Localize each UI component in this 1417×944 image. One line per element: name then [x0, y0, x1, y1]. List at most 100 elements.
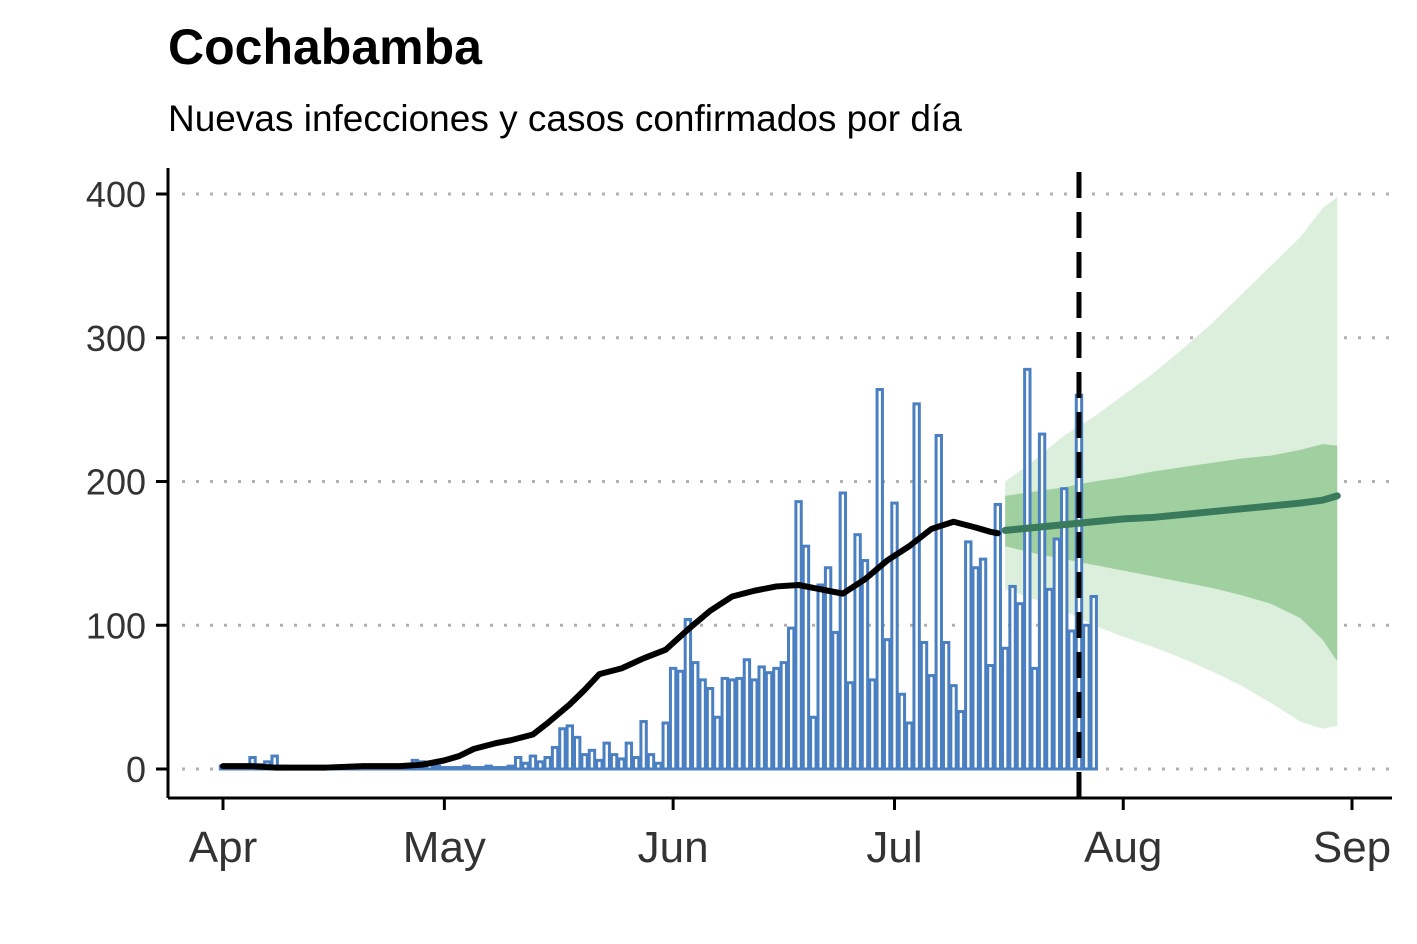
confirmed-case-bar — [934, 434, 943, 771]
confirmed-case-bar — [956, 710, 966, 771]
confirmed-case-bar — [668, 666, 678, 771]
x-tick-label: Jun — [638, 823, 709, 872]
confirmed-case-bar — [779, 661, 788, 771]
confirmed-case-bar — [1015, 602, 1025, 771]
confirmed-case-bar — [691, 661, 700, 771]
x-tick-label: Jul — [866, 823, 922, 872]
confirmed-case-bar — [499, 766, 508, 771]
forecast-inner-band — [1005, 444, 1338, 662]
infections-line — [220, 518, 1001, 771]
confirmed-case-bar — [558, 727, 567, 771]
confirmed-case-bar — [1023, 367, 1032, 771]
chart-title: Cochabamba — [168, 19, 482, 75]
confirmed-case-bar — [978, 557, 988, 771]
confirmed-case-bar — [1082, 623, 1091, 771]
confirmed-case-bar — [772, 666, 781, 771]
confirmed-case-bar — [816, 583, 825, 771]
y-axis-ticks: 0 100 200 300 400 — [86, 174, 168, 790]
confirmed-case-bar — [941, 641, 951, 771]
confirmed-case-bar — [639, 720, 648, 771]
confirmed-case-bar — [454, 766, 464, 771]
confirmed-case-bar — [573, 735, 582, 771]
x-axis-ticks: Apr May Jun Jul Aug Sep — [189, 798, 1391, 872]
confirmed-case-bar — [720, 676, 729, 771]
forecast-median-path — [1001, 492, 1341, 534]
confirmed-case-bar — [1067, 629, 1076, 771]
confirmed-case-bar — [632, 756, 641, 771]
confirmed-case-bar — [727, 678, 737, 771]
confirmed-case-bar — [757, 665, 766, 771]
x-tick-label: Aug — [1084, 823, 1162, 872]
confirmed-case-bar — [447, 766, 456, 771]
confirmed-case-bar — [654, 761, 663, 771]
confirmed-case-bar — [587, 748, 597, 771]
confirmed-case-bar — [462, 764, 471, 771]
x-tick-label: Apr — [189, 823, 257, 872]
confirmed-case-bar — [713, 715, 722, 771]
confirmed-case-bar — [617, 757, 626, 771]
confirmed-case-bar — [875, 388, 884, 771]
confirmed-case-bar — [469, 766, 479, 771]
confirmed-case-bar — [1008, 584, 1017, 771]
confirmed-case-bar — [742, 658, 752, 771]
confirmed-case-bar — [823, 566, 833, 771]
confirmed-case-bar — [698, 678, 707, 771]
confirmed-case-bar — [705, 687, 715, 771]
confirmed-case-bar — [609, 753, 619, 771]
infections-estimate-line — [220, 518, 1001, 771]
confirmed-case-bar — [801, 544, 811, 771]
confirmed-case-bar — [860, 559, 870, 771]
confirmed-cases-bars — [218, 367, 1098, 771]
confirmed-case-bar — [853, 533, 862, 771]
y-tick-label: 300 — [86, 318, 146, 359]
confirmed-case-bar — [971, 566, 980, 771]
confirmed-case-bar — [491, 766, 501, 771]
confirmed-case-bar — [831, 630, 840, 771]
confirmed-case-bar — [764, 671, 774, 771]
confirmed-case-bar — [521, 761, 530, 771]
confirmed-case-bar — [1045, 587, 1054, 771]
confirmed-case-bar — [905, 721, 914, 771]
confirmed-case-bar — [513, 756, 523, 771]
confirmed-case-bar — [927, 674, 936, 771]
y-tick-label: 0 — [126, 749, 146, 790]
confirmed-case-bar — [484, 764, 493, 771]
confirmed-case-bar — [919, 641, 929, 771]
confirmed-case-bar — [683, 618, 693, 771]
confirmed-case-bar — [1000, 646, 1010, 771]
confirmed-case-bar — [890, 501, 899, 771]
confirmed-case-bar — [1030, 666, 1039, 771]
confirmed-case-bar — [838, 491, 848, 771]
confirmed-case-bar — [1089, 595, 1098, 771]
confirmed-case-bar — [676, 669, 685, 771]
forecast-inner-band-area — [1005, 444, 1338, 662]
confirmed-case-bar — [897, 692, 907, 771]
confirmed-case-bar — [912, 402, 921, 771]
confirmed-case-bar — [543, 756, 552, 771]
confirmed-case-bar — [949, 684, 958, 771]
confirmed-case-bar — [993, 503, 1002, 771]
confirmed-case-bar — [595, 758, 604, 771]
confirmed-case-bar — [580, 753, 589, 771]
confirmed-case-bar — [536, 760, 545, 771]
confirmed-case-bar — [550, 745, 560, 771]
y-tick-label: 200 — [86, 462, 146, 503]
confirmed-case-bar — [1037, 432, 1047, 771]
confirmed-case-bar — [794, 500, 803, 771]
confirmed-case-bar — [661, 721, 670, 771]
confirmed-case-bar — [440, 766, 449, 771]
confirmed-case-bar — [528, 754, 538, 771]
x-tick-label: May — [403, 823, 486, 872]
confirmed-case-bar — [477, 766, 486, 771]
y-tick-label: 400 — [86, 174, 146, 215]
confirmed-case-bar — [624, 741, 634, 771]
confirmed-case-bar — [602, 741, 611, 771]
chart-subtitle: Nuevas infecciones y casos confirmados p… — [168, 98, 962, 139]
confirmed-case-bar — [868, 678, 877, 771]
confirmed-case-bar — [964, 540, 973, 771]
confirmed-case-bar — [986, 664, 995, 771]
y-tick-label: 100 — [86, 605, 146, 646]
confirmed-case-bar — [787, 626, 796, 771]
confirmed-case-bar — [565, 724, 575, 771]
